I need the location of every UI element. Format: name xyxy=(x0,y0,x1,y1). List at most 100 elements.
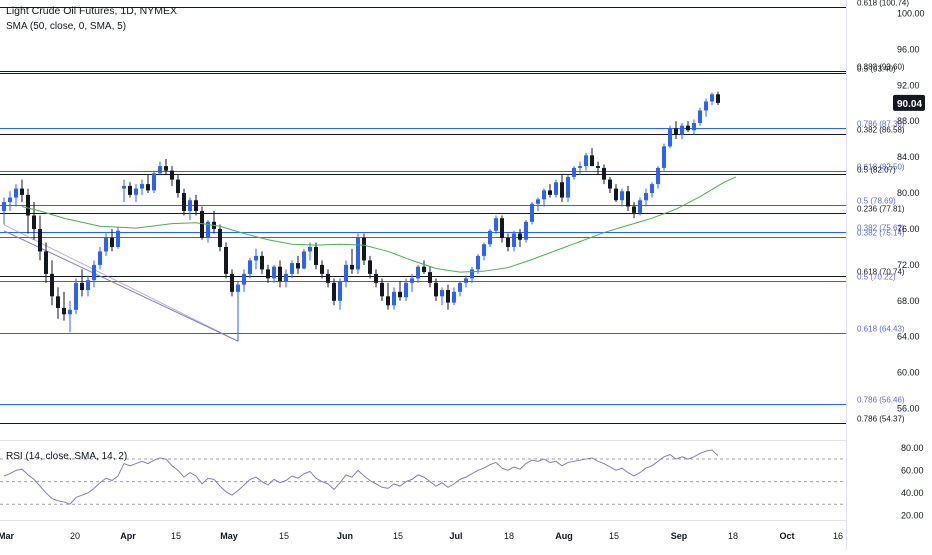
candle-body xyxy=(548,190,552,195)
candle xyxy=(680,123,684,140)
candle-body xyxy=(680,125,684,135)
candle xyxy=(428,266,432,288)
candle xyxy=(14,184,18,207)
time-tick-label: 16 xyxy=(833,531,843,541)
candle-body xyxy=(284,273,288,282)
fib-level-label: 0.786 (54.37) xyxy=(857,415,905,424)
candle xyxy=(578,161,582,176)
candle-body xyxy=(572,167,576,177)
candle xyxy=(368,255,372,279)
candle xyxy=(152,170,156,194)
price-tick-label: 68.00 xyxy=(897,296,920,306)
candle-body xyxy=(248,260,252,274)
candle-body xyxy=(272,266,276,279)
candle xyxy=(668,125,672,149)
candle-body xyxy=(362,237,366,261)
candle xyxy=(128,182,132,198)
candle xyxy=(278,260,282,288)
candle xyxy=(584,152,588,171)
fib-level-label: 0.382 (75.62) xyxy=(857,224,905,233)
candle xyxy=(446,284,450,310)
candle-body xyxy=(176,179,180,194)
candle-body xyxy=(488,230,492,245)
candle xyxy=(236,281,240,342)
candle xyxy=(104,233,108,256)
candle-body xyxy=(368,260,372,274)
fib-level-label: 0.618 (64.43) xyxy=(857,325,905,334)
candle xyxy=(602,164,606,185)
candle-body xyxy=(224,246,228,274)
candle xyxy=(608,176,612,194)
candle xyxy=(644,188,648,207)
candle xyxy=(704,98,708,117)
sma-legend[interactable]: SMA (50, close, 0, SMA, 5) xyxy=(6,21,127,32)
candle-body xyxy=(500,218,504,238)
time-tick-label: 18 xyxy=(504,531,514,541)
candle xyxy=(518,228,522,247)
candle-body xyxy=(50,273,54,297)
chart-title[interactable]: Light Crude Oil Futures, 1D, NYMEX xyxy=(6,5,177,17)
time-tick-label: 15 xyxy=(279,531,289,541)
fib-level-label: 0.236 (77.81) xyxy=(857,205,905,214)
candle xyxy=(536,197,540,212)
fib-level-label: 0.5 (93.40) xyxy=(857,65,896,74)
candle xyxy=(74,278,78,315)
candle-body xyxy=(26,194,30,216)
time-axis[interactable]: Mar 20 Apr 15 May 15 Jun 15 Jul 18 Aug 15 Sep 18 Oct 16 xyxy=(0,531,843,541)
candle-body xyxy=(68,309,72,315)
candle-body xyxy=(590,155,594,167)
candle xyxy=(404,278,408,301)
candle-body xyxy=(8,197,12,203)
candle xyxy=(158,161,162,176)
candle xyxy=(44,242,48,283)
candle xyxy=(650,182,654,198)
last-price-label: 90.04 xyxy=(897,99,922,110)
candle-body xyxy=(200,211,204,238)
candle xyxy=(440,287,444,306)
fib-level-label: 0.618 (100.74) xyxy=(857,0,909,8)
candle-body xyxy=(62,308,66,315)
time-tick-label: May xyxy=(220,531,238,541)
candle xyxy=(380,278,384,301)
candle xyxy=(350,248,354,274)
candle xyxy=(326,269,330,288)
candle xyxy=(8,191,12,212)
candle-body xyxy=(560,182,564,198)
candle-body xyxy=(710,94,714,102)
price-axis[interactable]: 100.00 96.00 92.00 88.00 84.00 80.00 76.00 72.0… xyxy=(897,8,925,413)
candle-body xyxy=(458,282,462,292)
candle xyxy=(110,228,114,252)
candle xyxy=(314,242,318,270)
candle-body xyxy=(98,251,102,265)
sma-layer xyxy=(21,176,737,273)
last-price-badge: 90.04 xyxy=(893,94,925,111)
rsi-legend[interactable]: RSI (14, close, SMA, 14, 2) xyxy=(6,451,128,462)
candle xyxy=(638,197,642,216)
candle-body xyxy=(566,176,570,198)
candle xyxy=(320,260,324,279)
candle xyxy=(212,211,216,234)
candle-body xyxy=(194,200,198,212)
candle-body xyxy=(44,251,48,274)
candle xyxy=(224,242,228,279)
candle xyxy=(530,202,534,225)
candle-body xyxy=(266,269,270,279)
time-tick-label: Oct xyxy=(779,531,794,541)
candle xyxy=(98,246,102,270)
candle-body xyxy=(398,291,402,298)
time-tick-label: Mar xyxy=(0,531,14,541)
candle-body xyxy=(20,188,24,195)
candle xyxy=(20,179,24,203)
candle-body xyxy=(350,264,354,270)
trendline-secondary xyxy=(3,224,239,342)
candle-body xyxy=(338,281,342,301)
fib-level-label: 0.618 (70.74) xyxy=(857,268,905,277)
candle-body xyxy=(296,263,300,269)
candle-body xyxy=(320,264,324,274)
candle-body xyxy=(452,291,456,303)
candle-body xyxy=(332,282,336,301)
candle-body xyxy=(404,282,408,298)
candle-body xyxy=(542,190,546,200)
